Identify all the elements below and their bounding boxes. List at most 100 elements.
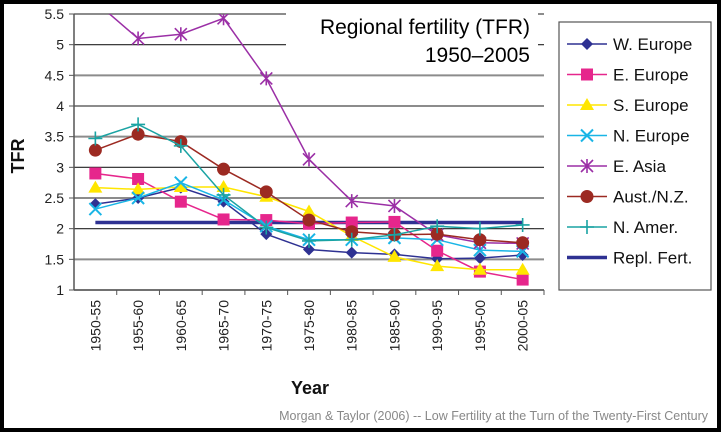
data-point (387, 198, 402, 213)
x-tick-label: 1955-60 (130, 300, 146, 352)
y-tick-label: 5.5 (45, 6, 65, 22)
data-point (132, 172, 145, 185)
legend-label: S. Europe (613, 96, 689, 115)
data-point (217, 162, 231, 176)
x-tick-label: 1950-55 (87, 300, 103, 352)
data-point (89, 167, 102, 180)
legend-label: N. Amer. (613, 218, 678, 237)
data-point (131, 127, 145, 141)
legend-item: Aust./N.Z. (567, 188, 689, 207)
legend-label: N. Europe (613, 127, 690, 146)
y-tick-label: 1.5 (45, 251, 65, 267)
legend-marker (580, 220, 594, 234)
y-tick-label: 2.5 (45, 190, 65, 206)
chart-title: Regional fertility (TFR) (320, 16, 530, 39)
y-tick-label: 4.5 (45, 67, 65, 83)
x-tick-label: 1990-95 (429, 300, 445, 352)
legend-label: E. Europe (613, 66, 689, 85)
data-point (88, 202, 103, 216)
chart-frame: 1 1.5 2 2.5 3 3.5 4 4.5 5 5.5 1950-55 1955-60 1960-… (4, 4, 717, 428)
axes (73, 14, 544, 291)
legend-item: S. Europe (567, 96, 689, 115)
legend-label: W. Europe (613, 35, 692, 54)
legend-label: E. Asia (613, 157, 666, 176)
data-point (216, 14, 231, 26)
data-point (131, 191, 145, 205)
legend-item: Repl. Fert. (567, 249, 692, 268)
legend-label: Repl. Fert. (613, 249, 692, 268)
legend-item: E. Asia (567, 157, 666, 176)
y-tick-label: 3 (56, 159, 64, 175)
y-axis-title: TFR (8, 139, 28, 174)
data-point (173, 138, 188, 153)
legend-item: N. Europe (567, 127, 690, 146)
data-point (217, 213, 230, 226)
data-point (516, 273, 529, 286)
data-point (259, 71, 273, 86)
data-point (259, 185, 273, 199)
data-point (88, 143, 102, 157)
data-point (345, 216, 358, 229)
data-point (88, 131, 103, 146)
x-axis-title: Year (291, 378, 329, 398)
x-tick-label: 1985-90 (386, 300, 402, 352)
legend-marker (580, 190, 594, 203)
data-point (174, 27, 188, 42)
data-point (174, 195, 187, 208)
data-point (302, 152, 316, 167)
legend-box (558, 21, 712, 291)
data-point (302, 204, 316, 217)
legend-marker (580, 98, 594, 110)
data-point (387, 227, 402, 242)
data-point (131, 182, 146, 195)
data-point (430, 259, 445, 272)
y-tick-label: 5 (56, 37, 64, 53)
y-axis-ticks: 1 1.5 2 2.5 3 3.5 4 4.5 5 5.5 (45, 6, 65, 298)
data-point (344, 232, 359, 247)
x-tick-label: 1980-85 (344, 300, 360, 352)
data-point (216, 179, 231, 192)
x-tick-label: 1975-80 (301, 300, 317, 352)
data-point (473, 252, 486, 265)
series-layer (88, 4, 530, 286)
x-tick-label: 2000-05 (515, 300, 531, 352)
data-point (88, 180, 103, 193)
data-point (430, 227, 444, 241)
data-point (89, 4, 101, 9)
source-note: Morgan & Taylor (2006) -- Low Fertility … (279, 409, 709, 423)
data-point (430, 219, 445, 234)
data-point (216, 187, 231, 202)
data-point (388, 215, 401, 228)
data-point (472, 262, 487, 275)
x-axis-ticks: 1950-55 1955-60 1960-65 1965-70 1970-75 1975-… (87, 290, 545, 352)
x-tick-label: 1965-70 (216, 300, 232, 352)
series-n-amer (88, 117, 530, 248)
legend-marker (580, 128, 594, 143)
fertility-chart: 1 1.5 2 2.5 3 3.5 4 4.5 5 5.5 1950-55 1955-60 1960-… (8, 4, 712, 423)
y-tick-label: 4 (56, 98, 64, 114)
data-point (131, 117, 146, 132)
legend-label: Aust./N.Z. (613, 188, 689, 207)
y-tick-label: 3.5 (45, 129, 65, 145)
data-point (515, 217, 530, 232)
data-point (387, 249, 402, 262)
data-point (303, 243, 315, 256)
title-box: Regional fertility (TFR) 1950–2005 (286, 11, 538, 71)
data-point (516, 236, 530, 250)
x-tick-label: 1995-00 (472, 300, 488, 352)
data-point (473, 233, 487, 247)
data-point (472, 221, 487, 236)
data-point (302, 213, 316, 227)
x-tick-label: 1960-65 (173, 300, 189, 352)
data-point (259, 220, 274, 235)
x-tick-label: 1970-75 (258, 300, 274, 352)
data-point (131, 31, 145, 46)
data-point (516, 249, 529, 262)
y-tick-label: 1 (56, 282, 64, 298)
legend-item: N. Amer. (567, 218, 678, 237)
data-point (173, 179, 188, 192)
data-point (515, 262, 530, 275)
data-point (431, 244, 444, 257)
legend-marker (580, 159, 594, 173)
legend-item: E. Europe (567, 66, 689, 85)
